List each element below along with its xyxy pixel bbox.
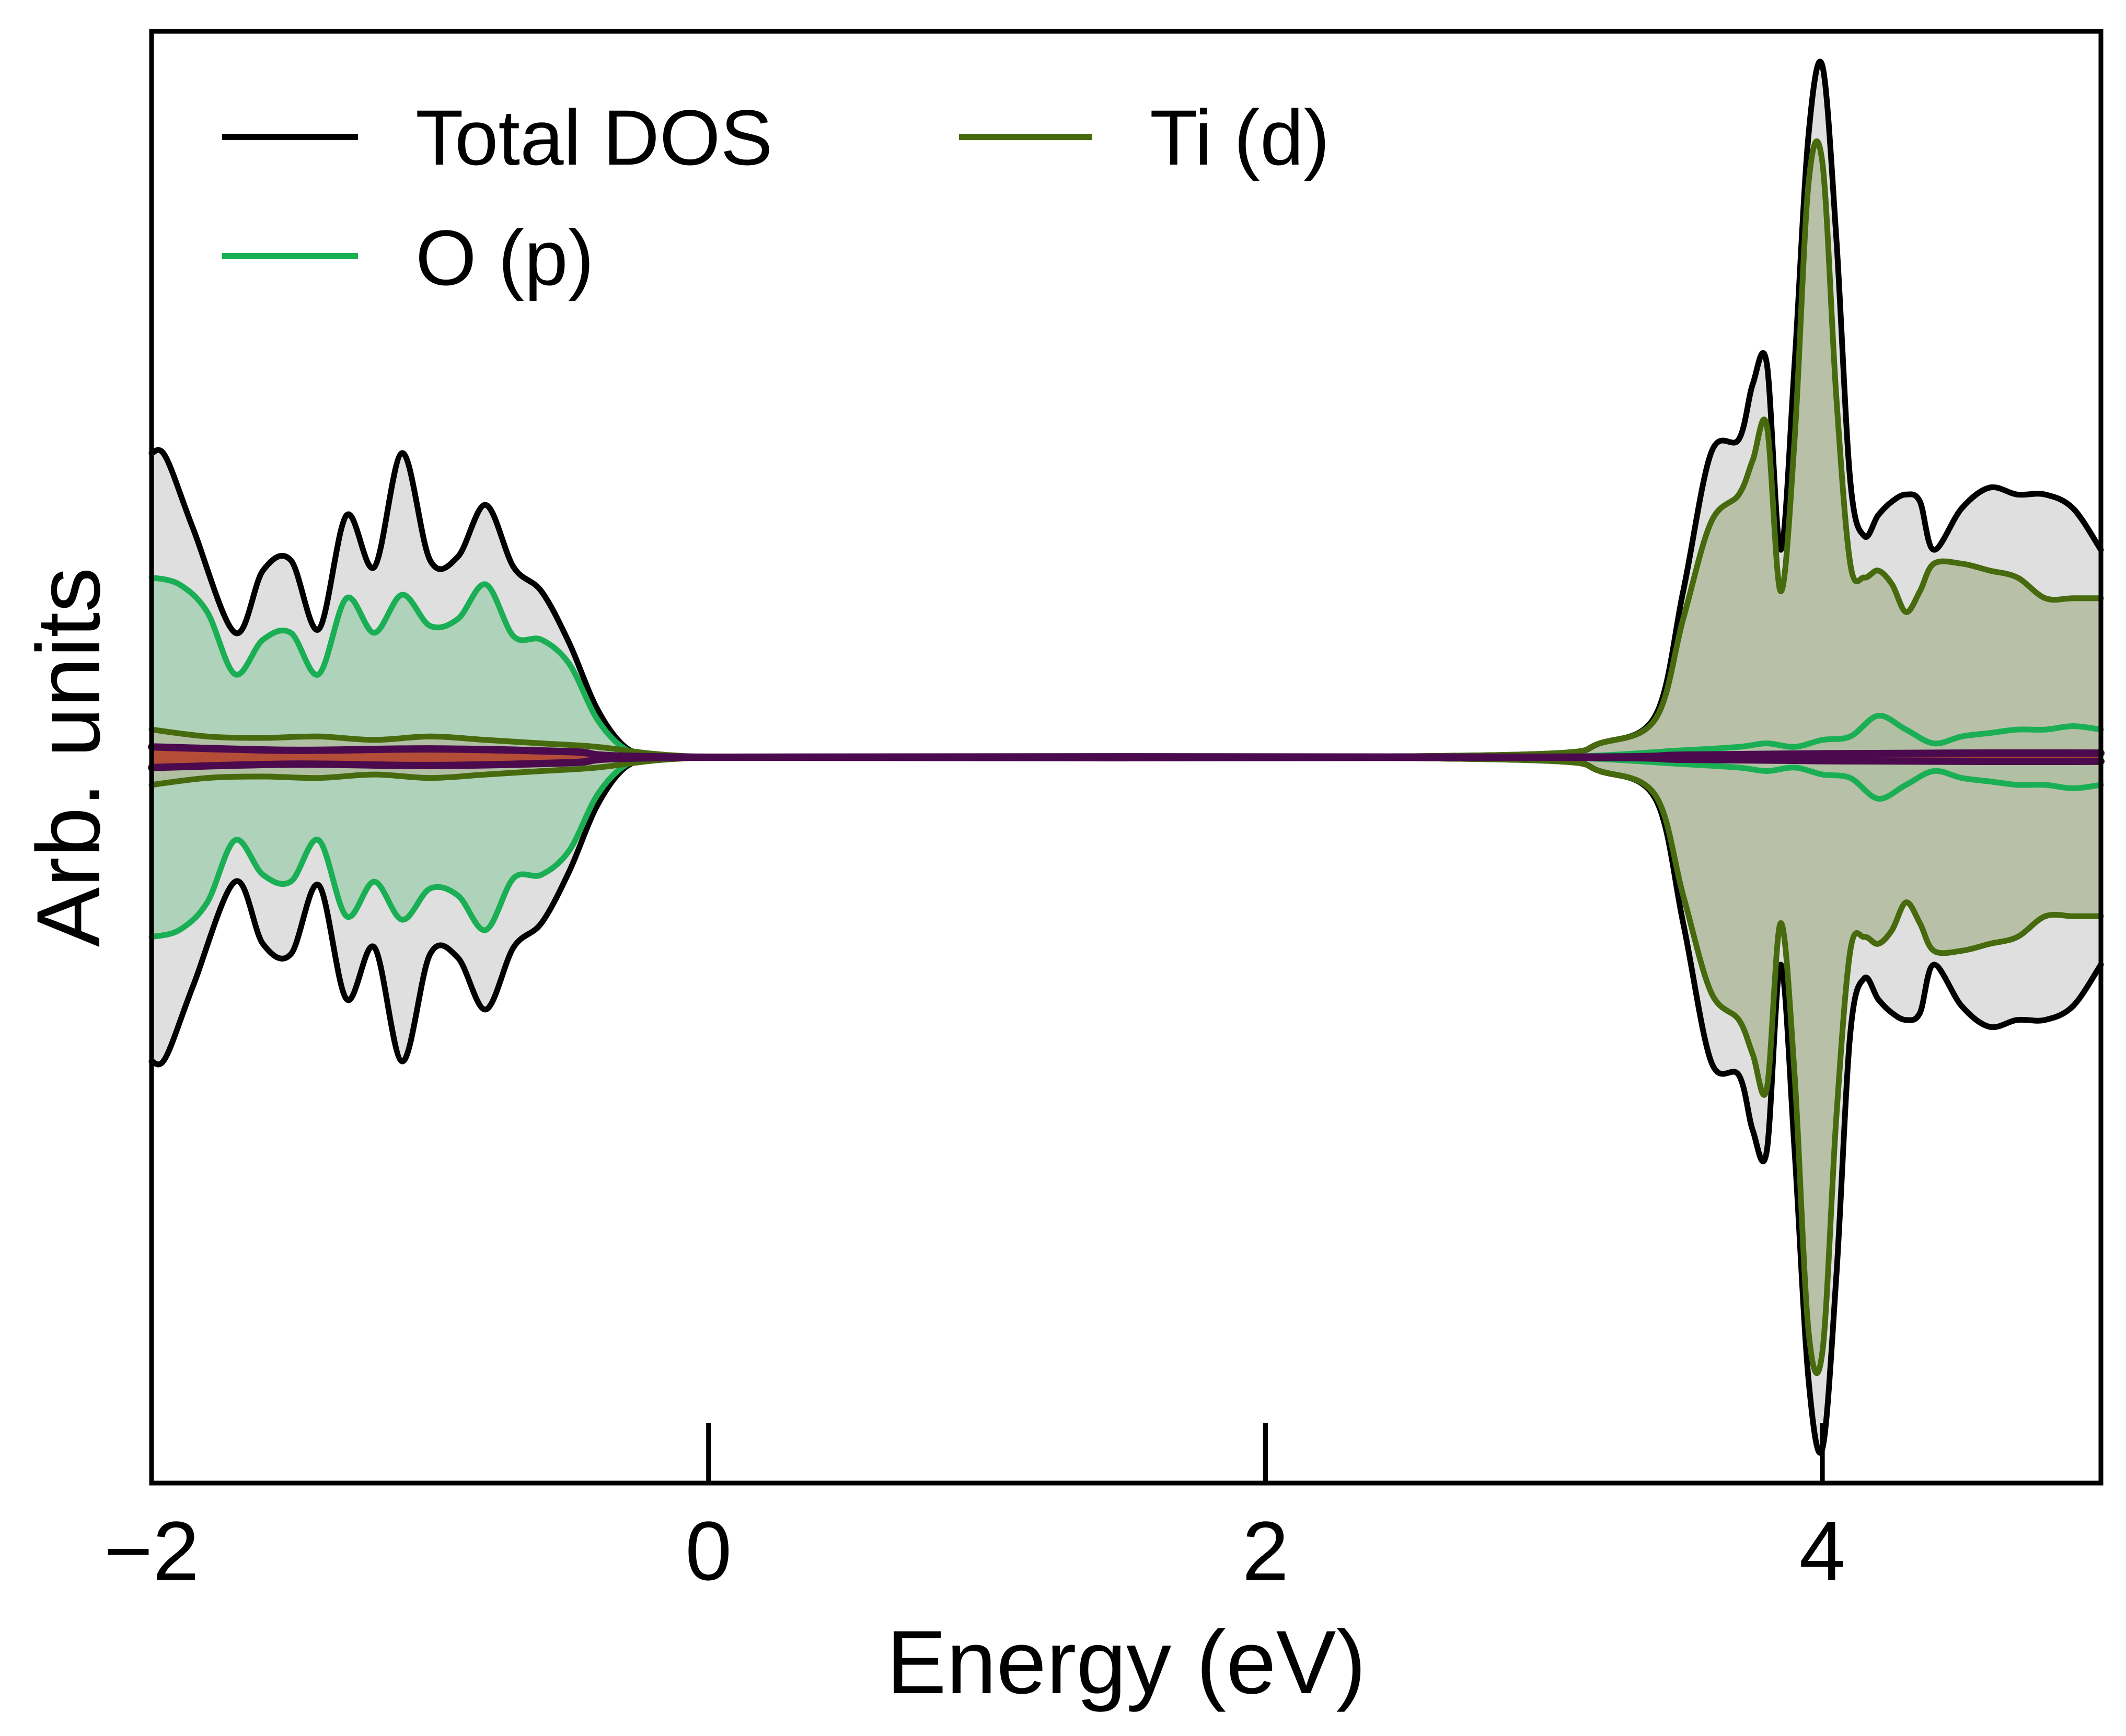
ti-d-down-fill (152, 757, 2101, 1373)
ti-d-down-line (148, 754, 2104, 1376)
y-axis-label: Arb. units (18, 568, 119, 947)
x-axis-label: Energy (eV) (886, 1612, 1366, 1712)
x-tick-label: 4 (1799, 1504, 1846, 1598)
minor-pdos-down-line (148, 753, 2105, 771)
legend: Total DOS Ti (d) O (p) (222, 94, 1330, 302)
axes-frame (149, 29, 2104, 1486)
x-tick-label: 2 (1242, 1504, 1289, 1598)
x-tick-label: 0 (685, 1504, 732, 1598)
plot-area (148, 59, 2105, 1456)
legend-label-o-p: O (p) (415, 214, 594, 302)
ti-d-up-line (148, 138, 2104, 760)
legend-label-ti-d: Ti (d) (1150, 94, 1330, 181)
ti-d-up-fill (152, 141, 2101, 758)
x-axis-ticks: −2 0 2 4 (104, 1423, 1846, 1598)
fill-layer (152, 61, 2101, 1453)
line-layer (148, 59, 2105, 1456)
legend-label-total-dos: Total DOS (415, 94, 773, 181)
x-tick-label: −2 (104, 1504, 199, 1598)
